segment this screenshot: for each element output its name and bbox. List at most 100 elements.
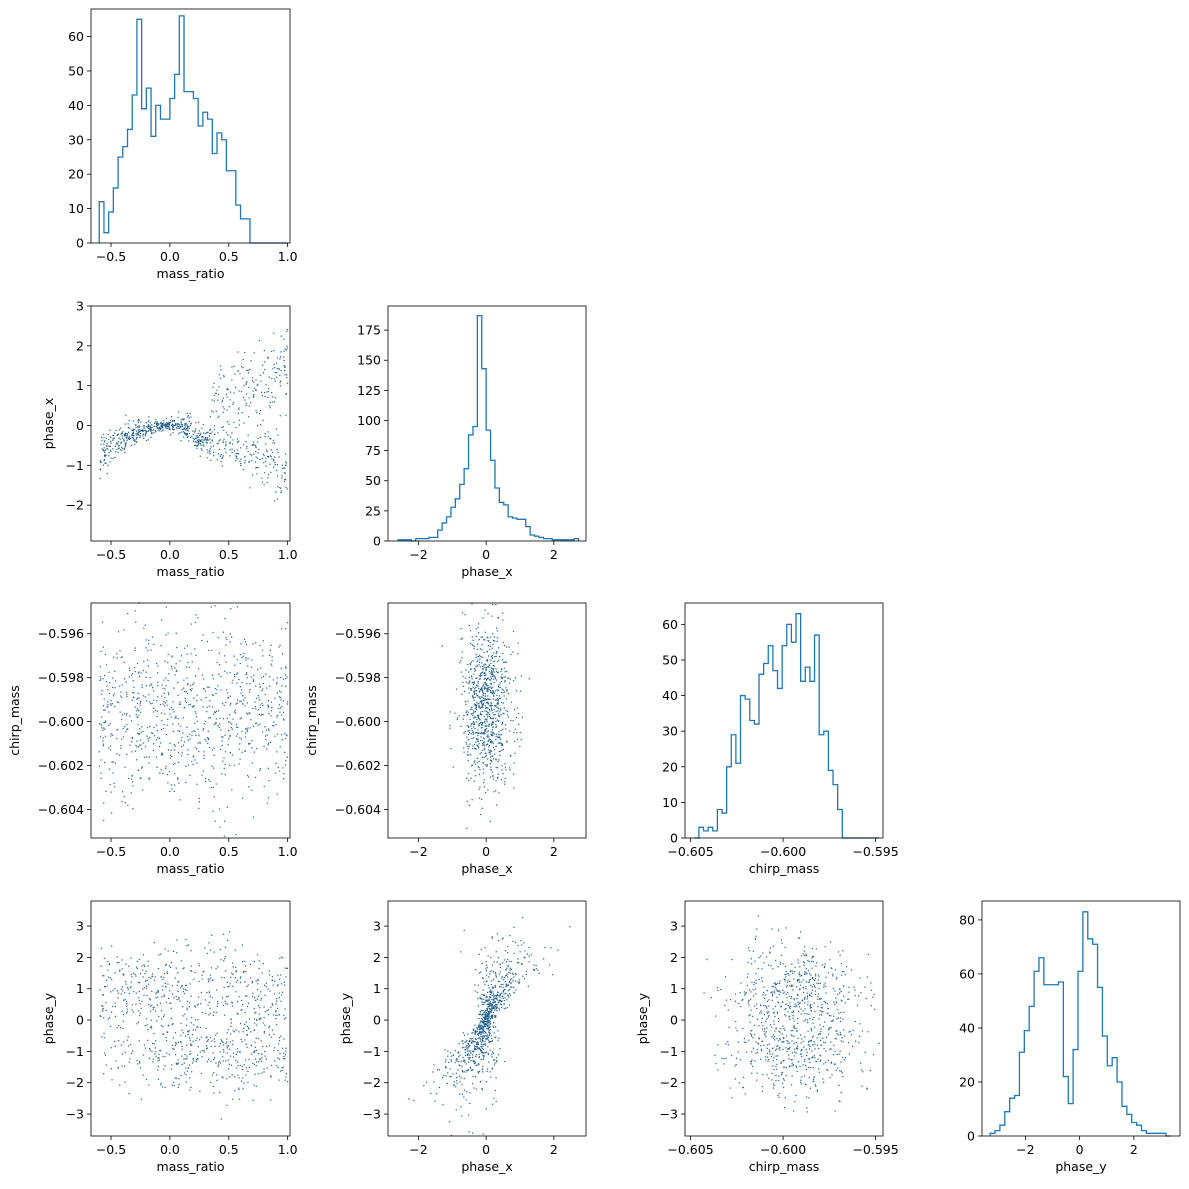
scatter-point [497, 710, 499, 712]
scatter-point [278, 1079, 280, 1081]
scatter-point [785, 1003, 787, 1005]
scatter-point [147, 649, 149, 652]
scatter-point [248, 691, 251, 693]
scatter-point [231, 682, 233, 684]
scatter-point [264, 368, 266, 371]
scatter-point [449, 1121, 451, 1123]
scatter-point [280, 351, 282, 353]
scatter-point [487, 1017, 489, 1020]
scatter-point [445, 1059, 447, 1061]
scatter-point [480, 696, 482, 698]
scatter-point [485, 755, 487, 757]
scatter-point [229, 391, 232, 393]
scatter-point [240, 390, 243, 392]
y-tick-label: −0.600 [335, 714, 381, 729]
scatter-point [483, 715, 486, 718]
scatter-point [114, 445, 116, 447]
scatter-point [483, 687, 485, 689]
scatter-point [150, 649, 152, 651]
y-tick-label: 20 [68, 167, 84, 182]
scatter-point [490, 980, 492, 982]
scatter-point [233, 655, 235, 657]
scatter-point [122, 1027, 124, 1030]
scatter-point [147, 1029, 149, 1031]
scatter-point [276, 371, 278, 374]
scatter-point [484, 721, 486, 723]
scatter-point [840, 1040, 842, 1042]
scatter-point [550, 947, 552, 949]
scatter-point [109, 682, 111, 684]
scatter-point [159, 772, 161, 774]
scatter-point [135, 713, 137, 716]
scatter-point [114, 1005, 116, 1008]
scatter-point [252, 992, 254, 994]
scatter-point [128, 419, 130, 422]
scatter-point [140, 700, 142, 703]
scatter-point [156, 715, 158, 718]
scatter-point [110, 457, 112, 459]
scatter-point [467, 713, 469, 716]
scatter-point [259, 1059, 261, 1061]
scatter-point [226, 409, 228, 411]
scatter-point [466, 754, 468, 756]
scatter-point [496, 1010, 498, 1012]
y-axis-label: chirp_mass [304, 685, 319, 755]
scatter-point [476, 1064, 478, 1066]
scatter-point [167, 632, 169, 634]
scatter-point [223, 960, 225, 962]
scatter-point [255, 445, 257, 447]
scatter-point [181, 736, 183, 739]
scatter-point [162, 429, 164, 431]
scatter-point [176, 778, 179, 780]
scatter-point [271, 656, 273, 658]
scatter-point [251, 460, 253, 462]
scatter-point [116, 657, 118, 659]
x-axis-label: phase_x [461, 564, 512, 579]
scatter-point [487, 690, 489, 692]
scatter-point [245, 441, 247, 443]
scatter-point [279, 957, 281, 960]
scatter-point [569, 926, 571, 928]
scatter-point [488, 987, 490, 989]
scatter-point [779, 961, 781, 963]
scatter-point [252, 395, 255, 397]
scatter-point [481, 1043, 483, 1046]
scatter-point [238, 678, 240, 681]
scatter-point [727, 1009, 729, 1011]
scatter-point [812, 1044, 814, 1046]
scatter-point [739, 992, 741, 994]
scatter-point [267, 456, 270, 458]
scatter-point [486, 980, 488, 982]
scatter-point [121, 446, 123, 448]
scatter-point [218, 386, 220, 388]
scatter-point [253, 387, 256, 389]
scatter-point [472, 1083, 474, 1085]
scatter-point [464, 1041, 466, 1043]
scatter-point [523, 977, 526, 980]
scatter-point [498, 759, 500, 761]
scatter-point [258, 960, 260, 962]
scatter-point [477, 1071, 479, 1073]
scatter-point [486, 763, 488, 766]
scatter-point [227, 744, 229, 746]
scatter-point [135, 975, 137, 977]
scatter-point [162, 426, 164, 429]
scatter-point [171, 993, 174, 995]
scatter-point [135, 744, 137, 747]
scatter-point [177, 681, 179, 683]
scatter-point [256, 412, 258, 414]
scatter-point [99, 736, 101, 738]
scatter-point [157, 429, 159, 431]
scatter-point [147, 424, 149, 426]
scatter-point [123, 438, 125, 440]
scatter-point [477, 734, 479, 737]
scatter-point [497, 617, 499, 619]
scatter-point [456, 718, 458, 721]
scatter-point [134, 706, 136, 708]
scatter-point [232, 679, 234, 681]
scatter-point [121, 449, 123, 451]
scatter-point [124, 998, 126, 1001]
scatter-point [105, 720, 107, 722]
scatter-point [174, 977, 176, 979]
scatter-point [806, 995, 809, 997]
